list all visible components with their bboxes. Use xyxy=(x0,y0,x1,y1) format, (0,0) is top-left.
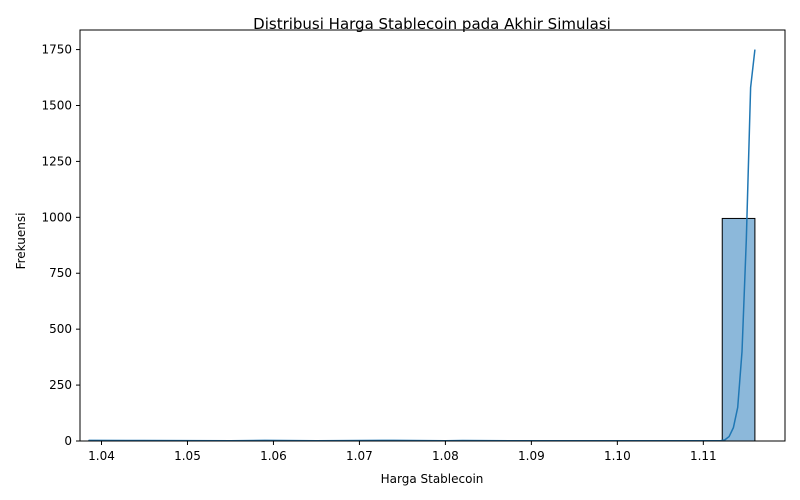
y-tick-label: 1500 xyxy=(41,98,72,112)
y-tick-label: 1750 xyxy=(41,43,72,57)
x-tick-label: 1.06 xyxy=(260,449,287,463)
x-tick-label: 1.07 xyxy=(346,449,373,463)
x-tick-label: 1.11 xyxy=(690,449,717,463)
x-tick-label: 1.09 xyxy=(518,449,545,463)
y-tick-label: 750 xyxy=(49,266,72,280)
y-tick-label: 1250 xyxy=(41,154,72,168)
histogram-bar-0 xyxy=(721,217,756,442)
y-axis-label: Frekuensi xyxy=(14,213,28,270)
x-tick-label: 1.04 xyxy=(88,449,115,463)
y-axis-ticks: 0 250 500 750 1000 1250 1500 1750 xyxy=(41,43,80,448)
x-tick-label: 1.08 xyxy=(432,449,459,463)
plot-area xyxy=(88,49,756,442)
axes-frame xyxy=(79,29,786,442)
y-tick-label: 1000 xyxy=(41,210,72,224)
x-tick-label: 1.10 xyxy=(604,449,631,463)
kde-line xyxy=(88,49,756,442)
y-tick-label: 250 xyxy=(49,378,72,392)
y-tick-label: 500 xyxy=(49,322,72,336)
chart-title: Distribusi Harga Stablecoin pada Akhir S… xyxy=(253,15,611,33)
x-axis-label: Harga Stablecoin xyxy=(381,472,484,486)
x-axis-ticks: 1.04 1.05 1.06 1.07 1.08 1.09 1.10 1.11 xyxy=(88,441,717,463)
y-tick-label: 0 xyxy=(64,434,72,448)
x-tick-label: 1.05 xyxy=(174,449,201,463)
